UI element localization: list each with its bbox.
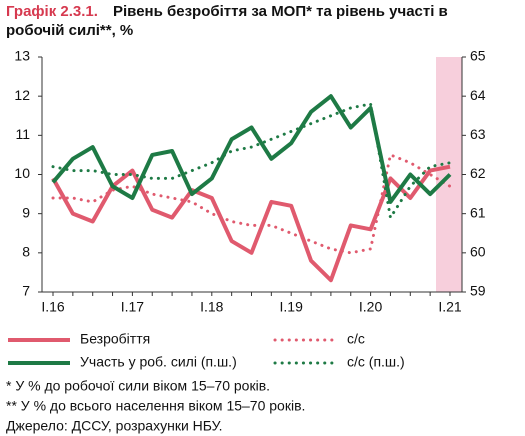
legend-label: с/с <box>347 331 365 347</box>
series-line <box>51 164 451 283</box>
x-tick-label: I.16 <box>41 299 65 315</box>
y2-tick-label: 59 <box>470 283 486 299</box>
y-tick-label: 12 <box>14 87 30 103</box>
footnote: Джерело: ДССУ, розрахунки НБУ. <box>6 418 223 434</box>
y2-tick-label: 64 <box>470 87 486 103</box>
x-tick-label: I.20 <box>359 299 383 315</box>
y-tick-label: 8 <box>22 244 30 260</box>
chart-title: Рівень безробіття за МОП* та рівень учас… <box>113 3 448 20</box>
chart-title: робочій силі**, % <box>6 22 133 39</box>
y2-tick-label: 63 <box>470 126 486 142</box>
x-tick-label: I.21 <box>438 299 462 315</box>
x-tick-label: I.19 <box>280 299 304 315</box>
x-tick-label: I.18 <box>200 299 224 315</box>
legend-label: с/с (п.ш.) <box>347 354 405 370</box>
x-tick-label: I.17 <box>121 299 145 315</box>
y-tick-label: 11 <box>15 126 30 142</box>
y2-tick-label: 61 <box>470 204 486 220</box>
y2-tick-label: 60 <box>470 244 486 260</box>
y2-tick-label: 65 <box>470 48 486 64</box>
legend-label: Участь у роб. силі (п.ш.) <box>80 354 237 370</box>
chart-title-number: Графік 2.3.1. <box>6 3 98 20</box>
footnote: ** У % до всього населення віком 15–70 р… <box>6 398 305 414</box>
footnote: * У % до робочої сили віком 15–70 років. <box>6 378 270 394</box>
y-tick-label: 9 <box>22 204 30 220</box>
legend-label: Безробіття <box>80 331 150 347</box>
series-line <box>51 102 452 220</box>
series-line <box>51 94 452 204</box>
y-tick-label: 7 <box>22 283 30 299</box>
y2-tick-label: 62 <box>470 165 486 181</box>
y-tick-label: 13 <box>14 48 30 64</box>
y-tick-label: 10 <box>14 165 30 181</box>
